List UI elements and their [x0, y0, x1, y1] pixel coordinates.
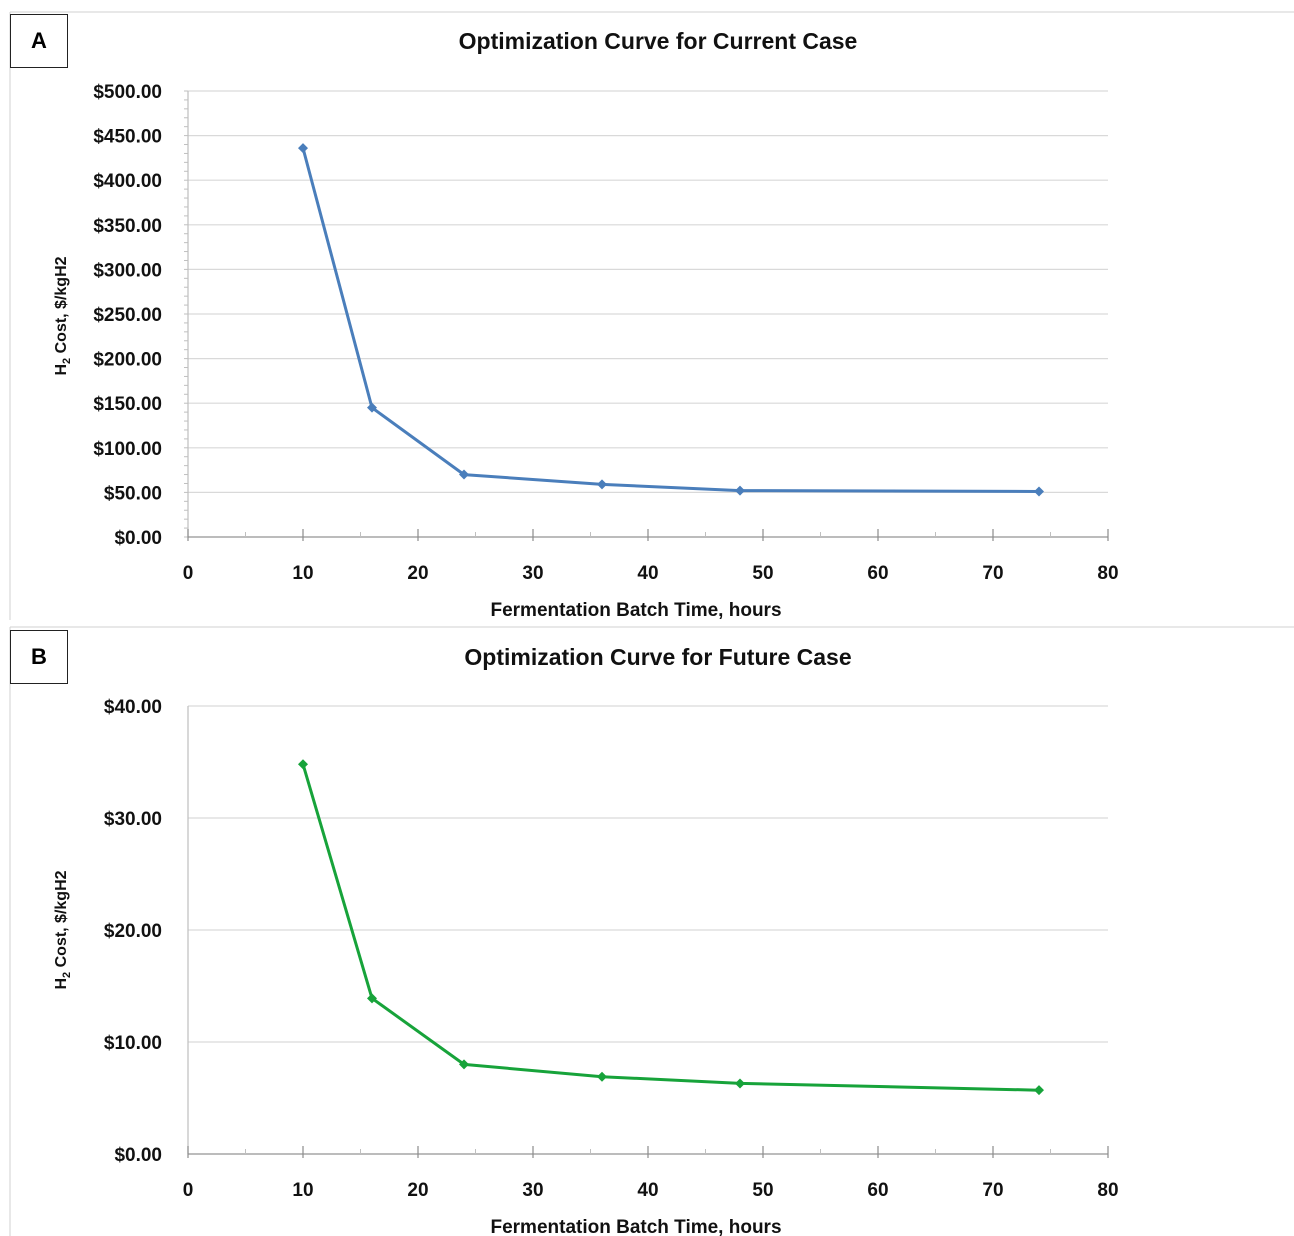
y-axis-title-main: H: [53, 978, 70, 990]
panel-label-b: B: [10, 630, 68, 684]
x-tick-label: 80: [1097, 563, 1118, 584]
chart-b-svg: 0 10 20 30 40 50 60 70 80 $0.00 $10.00 $20.00 $30.00…: [9, 626, 1294, 1236]
y-axis-title-main: H: [53, 364, 70, 376]
y-axis-title-subscript: 2: [61, 972, 73, 978]
x-tick-label: 40: [637, 1180, 658, 1201]
x-tick-label: 0: [183, 1180, 194, 1201]
y-tick-label: $50.00: [104, 483, 162, 504]
y-tick-label: $150.00: [93, 394, 162, 415]
y-tick-label: $20.00: [104, 921, 162, 942]
y-axis-title-rest: Cost, $/kgH2: [53, 870, 70, 971]
data-point-marker: [597, 1071, 607, 1082]
chart-a-svg: 0 10 20 30 40 50 60 70 80 $0.00 $50.00 $100.00 $150.…: [9, 11, 1294, 620]
chart-panel-a: 0 10 20 30 40 50 60 70 80 $0.00 $50.00 $100.00 $150.…: [9, 11, 1294, 620]
x-tick-label: 50: [752, 1180, 773, 1201]
data-point-marker: [298, 143, 308, 154]
x-axis-title: Fermentation Batch Time, hours: [490, 1217, 781, 1236]
series-line: [301, 763, 1040, 1092]
data-point-marker: [735, 1078, 745, 1089]
y-tick-label: $200.00: [93, 350, 162, 371]
x-tick-label: 70: [982, 1180, 1003, 1201]
chart-title: Optimization Curve for Current Case: [459, 28, 858, 54]
x-axis-title: Fermentation Batch Time, hours: [490, 600, 781, 620]
y-tick-label: $0.00: [114, 528, 162, 549]
x-tick-label: 50: [752, 563, 773, 584]
data-point-marker: [1034, 1085, 1044, 1096]
y-tick-label: $450.00: [93, 127, 162, 148]
x-tick-label: 80: [1097, 1180, 1118, 1201]
y-tick-label: $300.00: [93, 260, 162, 281]
y-axis-title: H2 Cost, $/kgH2: [53, 256, 73, 375]
x-tick-label: 0: [183, 563, 194, 584]
chart-panel-b: 0 10 20 30 40 50 60 70 80 $0.00 $10.00 $20.00 $30.00…: [0, 620, 1294, 1236]
data-point-marker: [459, 469, 469, 480]
data-point-marker: [597, 479, 607, 490]
x-tick-label: 40: [637, 563, 658, 584]
panel-label-a: A: [10, 14, 68, 68]
y-tick-label: $500.00: [93, 82, 162, 103]
y-axis-title-subscript: 2: [61, 358, 73, 364]
y-axis-title-rest: Cost, $/kgH2: [53, 256, 70, 357]
x-tick-label: 20: [407, 563, 428, 584]
y-tick-label: $350.00: [93, 216, 162, 237]
y-tick-label: $250.00: [93, 305, 162, 326]
x-tick-label: 10: [292, 563, 313, 584]
y-tick-label: $30.00: [104, 809, 162, 830]
y-axis-title: H2 Cost, $/kgH2: [53, 870, 73, 989]
x-tick-label: 70: [982, 563, 1003, 584]
data-point-marker: [298, 759, 308, 770]
x-tick-label: 30: [522, 1180, 543, 1201]
x-tick-label: 10: [292, 1180, 313, 1201]
y-tick-label: $40.00: [104, 697, 162, 718]
y-tick-label: $400.00: [93, 171, 162, 192]
data-point-marker: [1034, 486, 1044, 497]
x-tick-label: 60: [867, 563, 888, 584]
y-tick-label: $0.00: [114, 1145, 162, 1166]
x-tick-label: 60: [867, 1180, 888, 1201]
data-point-marker: [459, 1059, 469, 1070]
y-tick-label: $10.00: [104, 1033, 162, 1054]
data-point-marker: [735, 485, 745, 496]
chart-title: Optimization Curve for Future Case: [464, 644, 851, 670]
data-point-marker: [367, 993, 377, 1004]
series-line: [301, 147, 1040, 493]
data-point-marker: [367, 402, 377, 413]
y-tick-label: $100.00: [93, 439, 162, 460]
x-tick-label: 20: [407, 1180, 428, 1201]
x-tick-label: 30: [522, 563, 543, 584]
